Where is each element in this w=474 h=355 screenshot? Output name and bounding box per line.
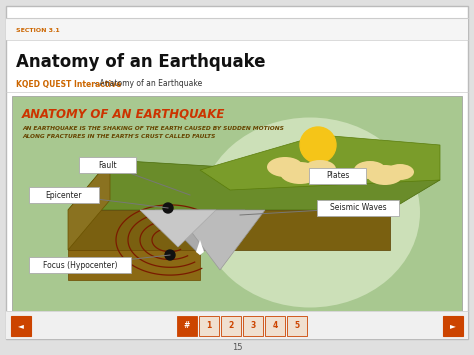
Ellipse shape [354,161,386,179]
Polygon shape [68,160,440,210]
FancyBboxPatch shape [29,187,99,203]
Text: Fault: Fault [98,160,117,169]
Ellipse shape [267,157,303,177]
Text: Seismic Waves: Seismic Waves [330,203,386,213]
Polygon shape [196,240,204,255]
Polygon shape [200,135,440,190]
Ellipse shape [386,164,414,180]
Text: 4: 4 [273,322,278,331]
Ellipse shape [280,162,320,184]
Text: 1: 1 [206,322,211,331]
FancyBboxPatch shape [199,316,219,336]
FancyBboxPatch shape [6,6,468,339]
FancyBboxPatch shape [287,316,307,336]
Text: ANATOMY OF AN EARTHQUAKE: ANATOMY OF AN EARTHQUAKE [22,108,225,120]
Text: 3: 3 [250,322,255,331]
Polygon shape [155,210,245,255]
Ellipse shape [367,165,403,185]
Circle shape [300,127,336,163]
FancyBboxPatch shape [11,316,31,336]
Polygon shape [68,160,110,250]
Text: ALONG FRACTURES IN THE EARTH'S CRUST CALLED FAULTS: ALONG FRACTURES IN THE EARTH'S CRUST CAL… [22,135,215,140]
FancyBboxPatch shape [317,200,399,216]
Text: ►: ► [450,322,456,331]
Text: 15: 15 [232,343,242,351]
Text: Epicenter: Epicenter [46,191,82,200]
Circle shape [163,203,173,213]
Text: 5: 5 [294,322,300,331]
Text: - Anatomy of an Earthquake: - Anatomy of an Earthquake [92,80,202,88]
Text: KQED QUEST Interactive: KQED QUEST Interactive [16,80,121,88]
FancyBboxPatch shape [309,168,366,184]
FancyBboxPatch shape [265,316,285,336]
Polygon shape [68,250,200,280]
FancyBboxPatch shape [6,311,468,339]
FancyBboxPatch shape [29,257,131,273]
Circle shape [165,250,175,260]
FancyBboxPatch shape [177,316,197,336]
Text: Anatomy of an Earthquake: Anatomy of an Earthquake [16,53,265,71]
Text: 2: 2 [228,322,234,331]
FancyBboxPatch shape [79,157,136,173]
Polygon shape [68,210,390,250]
Text: #: # [184,322,190,331]
FancyBboxPatch shape [243,316,263,336]
Ellipse shape [304,160,336,178]
Text: Focus (Hypocenter): Focus (Hypocenter) [43,261,117,269]
FancyBboxPatch shape [443,316,463,336]
Text: AN EARTHQUAKE IS THE SHAKING OF THE EARTH CAUSED BY SUDDEN MOTIONS: AN EARTHQUAKE IS THE SHAKING OF THE EART… [22,126,284,131]
Text: SECTION 3.1: SECTION 3.1 [16,27,60,33]
FancyBboxPatch shape [12,96,462,329]
Polygon shape [140,210,216,247]
FancyBboxPatch shape [6,18,468,40]
Polygon shape [175,210,265,270]
Text: ◄: ◄ [18,322,24,331]
FancyBboxPatch shape [221,316,241,336]
Text: Plates: Plates [326,171,349,180]
Ellipse shape [200,118,420,307]
